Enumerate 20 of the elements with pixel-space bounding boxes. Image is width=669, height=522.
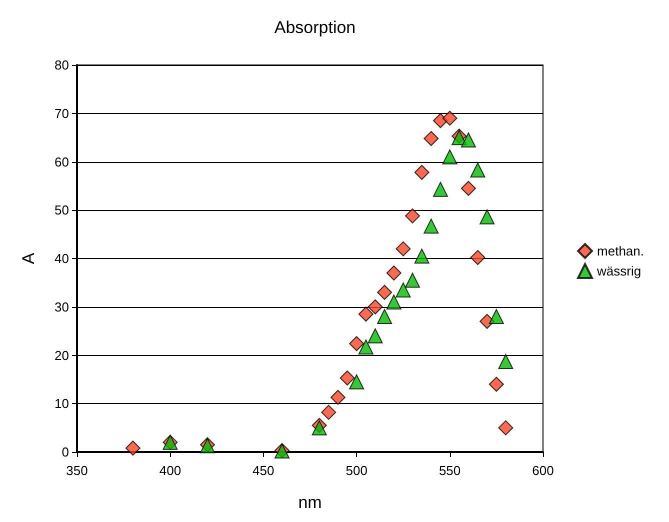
y-tick-label: 20	[54, 348, 69, 363]
legend-label: wässrig	[596, 264, 642, 278]
y-tick-label: 40	[54, 251, 69, 266]
x-tick-label: 550	[438, 463, 461, 478]
y-tick-label: 30	[54, 299, 69, 314]
y-tick-label: 10	[54, 396, 69, 412]
x-tick-label: 600	[532, 463, 554, 478]
x-tick-label: 450	[252, 463, 274, 478]
chart-title: Absorption	[274, 18, 356, 37]
x-tick-label: 350	[66, 463, 88, 478]
y-tick-label: 50	[54, 202, 69, 218]
y-tick-label: 70	[54, 106, 69, 121]
y-tick-label: 0	[62, 444, 69, 460]
legend-label: methan.	[597, 244, 644, 258]
x-tick-label: 400	[159, 463, 182, 478]
x-axis-title: nm	[298, 493, 322, 512]
x-tick-label: 500	[346, 463, 368, 478]
y-tick-label: 80	[54, 58, 69, 72]
y-axis-title: A	[19, 252, 38, 264]
y-tick-label: 60	[54, 154, 69, 170]
